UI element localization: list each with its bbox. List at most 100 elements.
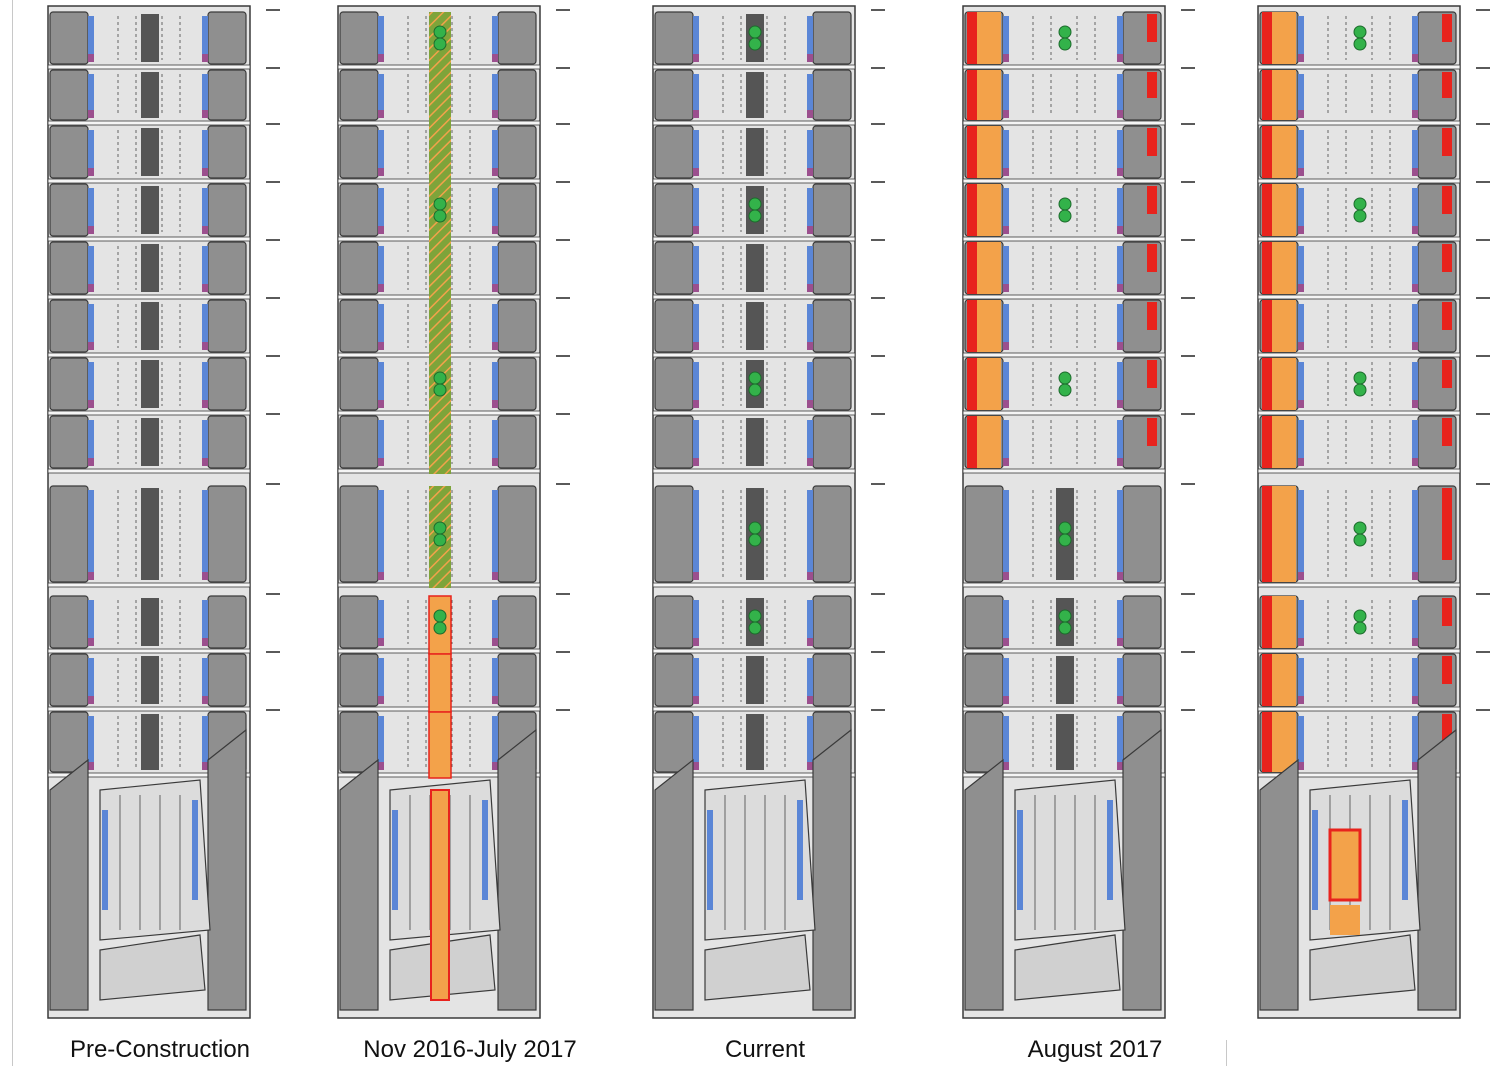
loading-zone-right: [807, 762, 813, 770]
parking-strip-right: [492, 74, 498, 110]
parking-strip-left: [1298, 188, 1304, 226]
building-block-right: [497, 125, 537, 179]
parking-strip-right: [807, 420, 813, 458]
loading-zone-left: [693, 400, 699, 408]
loading-zone-left: [693, 572, 699, 580]
barrier-left: [967, 12, 977, 64]
parking-strip-left: [693, 16, 699, 54]
parking-strip-left: [1003, 16, 1009, 54]
loading-zone-right: [807, 638, 813, 646]
barrier-left: [967, 358, 977, 410]
work-zone-left: [1272, 184, 1296, 236]
loading-zone-left: [378, 342, 384, 350]
cross-street: [962, 178, 1166, 184]
cross-street: [962, 648, 1166, 654]
loading-zone-right: [1412, 400, 1418, 408]
building-block-right: [812, 595, 852, 649]
parking-strip-left: [88, 600, 94, 638]
loading-zone-right: [202, 400, 208, 408]
median: [141, 302, 159, 350]
loading-zone-right: [1412, 696, 1418, 704]
building-block-left: [49, 241, 89, 295]
work-zone-left: [977, 358, 1001, 410]
cross-street: [47, 582, 251, 588]
loading-zone-right: [1412, 572, 1418, 580]
parking-strip-right: [492, 600, 498, 638]
building-block-right: [497, 183, 537, 237]
parking-strip-right: [1412, 16, 1418, 54]
loading-zone-left: [1298, 342, 1304, 350]
work-zone-left: [1272, 712, 1296, 772]
loading-zone-left: [693, 110, 699, 118]
loading-zone-left: [88, 572, 94, 580]
parking-strip-left: [1298, 600, 1304, 638]
parking-strip-right: [1412, 420, 1418, 458]
loading-zone-left: [1298, 638, 1304, 646]
loading-zone-right: [1117, 168, 1123, 176]
loading-zone-right: [492, 696, 498, 704]
median: [746, 302, 764, 350]
building-block-right: [207, 183, 247, 237]
building-block-left: [654, 595, 694, 649]
loading-zone-left: [693, 458, 699, 466]
traffic-signal-icon: [748, 209, 762, 223]
cross-street: [962, 120, 1166, 126]
parking-strip-left: [1003, 658, 1009, 696]
median: [141, 656, 159, 704]
loading-zone-left: [1003, 400, 1009, 408]
barrier-left: [967, 416, 977, 468]
barrier-left: [967, 242, 977, 294]
loading-zone-right: [807, 54, 813, 62]
loading-zone-right: [202, 110, 208, 118]
loading-zone-right: [492, 226, 498, 234]
parking-strip-left: [693, 716, 699, 762]
building-block-left: [964, 485, 1004, 583]
loading-zone-right: [492, 54, 498, 62]
parking-strip-left: [693, 188, 699, 226]
loading-zone-right: [1117, 226, 1123, 234]
loading-zone-left: [378, 458, 384, 466]
parking-strip-left: [1003, 490, 1009, 572]
loading-zone-left: [1003, 638, 1009, 646]
cross-street: [962, 772, 1166, 778]
construction-zone: [429, 126, 451, 184]
construction-zone: [429, 416, 451, 474]
barrier-right: [1147, 360, 1157, 388]
building-block-right: [497, 595, 537, 649]
loading-zone-left: [88, 342, 94, 350]
building-block-right: [207, 241, 247, 295]
building-block-right: [207, 415, 247, 469]
parking-strip-left: [378, 362, 384, 400]
building-block-left: [654, 299, 694, 353]
parking-strip-left: [1003, 420, 1009, 458]
building-block-right: [1122, 728, 1162, 1011]
traffic-signal-icon: [1058, 371, 1072, 385]
loading-zone-right: [492, 572, 498, 580]
traffic-signal-icon: [748, 197, 762, 211]
loading-zone-right: [1117, 342, 1123, 350]
loading-zone-right: [807, 696, 813, 704]
parking-strip-right: [807, 658, 813, 696]
cross-street: [1257, 178, 1461, 184]
parking-strip-right: [807, 600, 813, 638]
building-block-right: [497, 653, 537, 707]
building-block-right: [812, 485, 852, 583]
loading-zone-right: [492, 342, 498, 350]
loading-zone-right: [202, 638, 208, 646]
loading-zone-left: [1003, 696, 1009, 704]
parking-strip-right: [492, 490, 498, 572]
traffic-signal-icon: [748, 533, 762, 547]
plaza-lower: [704, 934, 811, 1001]
building-block-left: [1259, 758, 1299, 1011]
loading-zone-left: [88, 400, 94, 408]
building-block-left: [339, 183, 379, 237]
building-block-right: [1122, 653, 1162, 707]
cross-street: [47, 294, 251, 300]
parking-strip-left: [693, 658, 699, 696]
median: [141, 186, 159, 234]
parking-strip-right: [1117, 362, 1123, 400]
barrier-right: [1442, 656, 1452, 684]
loading-zone-right: [202, 572, 208, 580]
building-block-left: [339, 595, 379, 649]
work-zone-left: [977, 12, 1001, 64]
